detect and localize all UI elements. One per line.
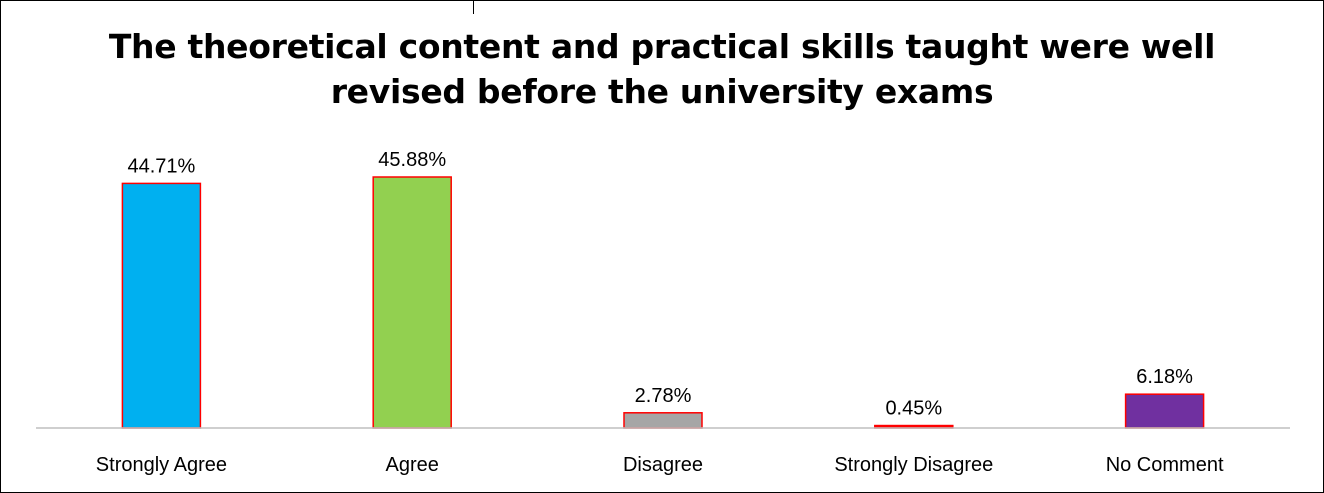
chart-title-line-1: The theoretical content and practical sk… <box>108 27 1216 66</box>
data-label-strongly-agree: 44.71% <box>127 155 195 177</box>
category-label-strongly-disagree: Strongly Disagree <box>834 454 993 476</box>
data-label-strongly-disagree: 0.45% <box>885 398 942 420</box>
category-label-no-comment: No Comment <box>1106 454 1224 476</box>
data-label-agree: 45.88% <box>378 149 446 171</box>
bar-strongly-agree <box>121 182 202 429</box>
data-label-no-comment: 6.18% <box>1136 366 1193 388</box>
top-divider <box>473 0 474 14</box>
labels-group: 44.71% Strongly Agree 45.88% Agree 2.78% Disa… <box>96 149 1224 476</box>
category-label-disagree: Disagree <box>623 454 703 476</box>
category-label-agree: Agree <box>386 454 439 476</box>
chart-title-line-2: revised before the university exams <box>330 72 994 111</box>
data-label-disagree: 2.78% <box>635 385 692 407</box>
bars-group <box>121 176 1205 429</box>
chart-title: The theoretical content and practical sk… <box>0 24 1324 114</box>
bar-no-comment <box>1124 393 1205 429</box>
category-label-strongly-agree: Strongly Agree <box>96 454 227 476</box>
bar-agree <box>372 176 452 429</box>
bar-disagree <box>623 412 703 429</box>
